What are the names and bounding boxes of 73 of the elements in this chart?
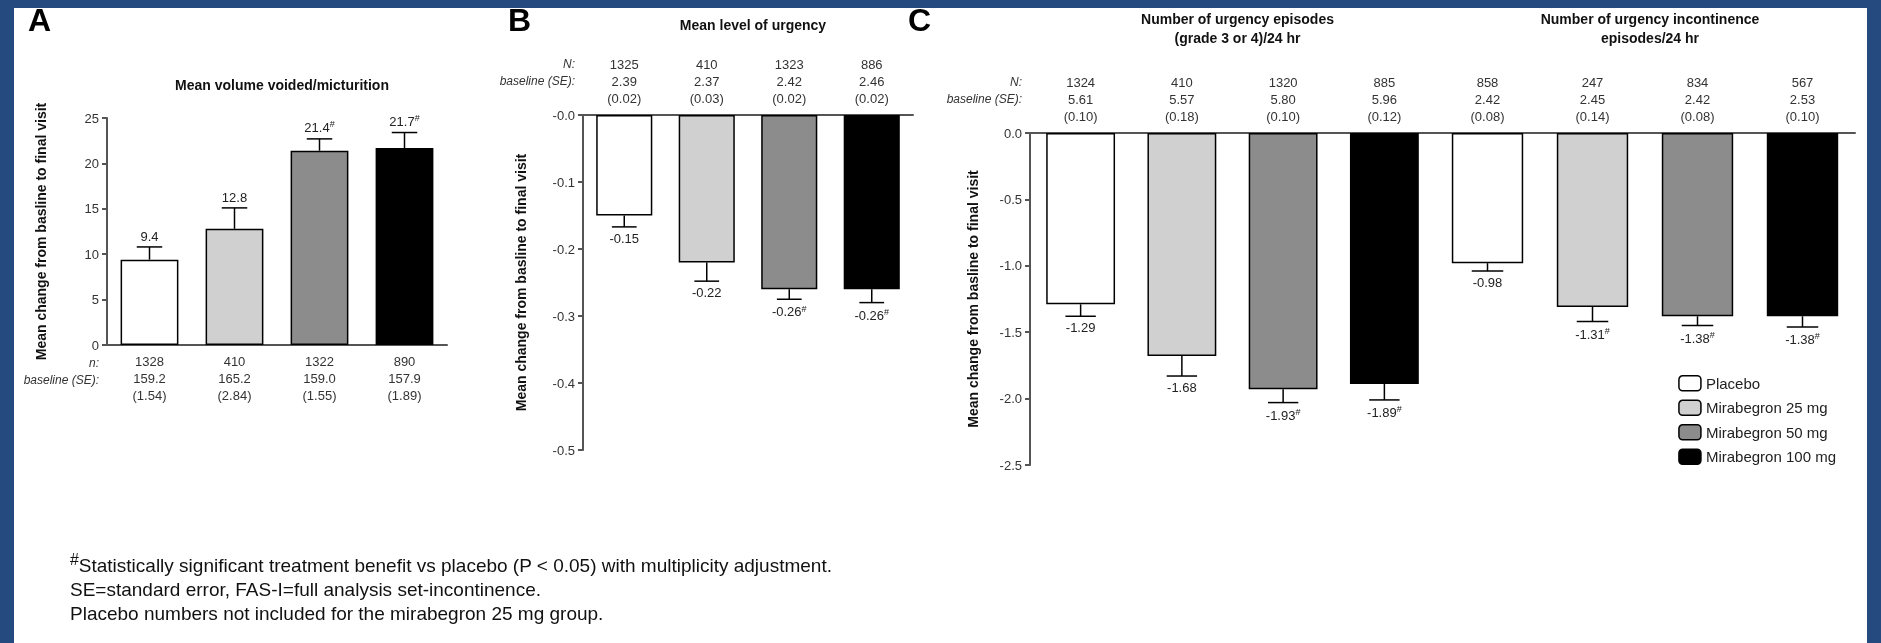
text: N:: [563, 57, 575, 71]
data-label: -0.26#: [771, 303, 807, 320]
data-label: -0.26#: [854, 307, 890, 323]
y-tick-label: 15: [84, 201, 99, 217]
data-label: -0.98: [1472, 275, 1503, 291]
y-tick-label: 5: [91, 292, 99, 308]
legend-label: Mirabegron 50 mg: [1705, 423, 1828, 441]
y-tick-label: -0.0: [552, 107, 575, 123]
y-tick-label: -0.5: [999, 191, 1022, 207]
legend-label: Mirabegron 100 mg: [1705, 448, 1837, 466]
x-tick-label: 858 2.42 (0.08): [1470, 75, 1505, 124]
y-tick-label: -0.5: [552, 442, 575, 458]
y-axis-title: Mean change from basline to final visit: [965, 169, 981, 428]
x-tick-label: 410 5.57 (0.18): [1164, 75, 1199, 124]
text: baseline (SE):: [499, 74, 576, 88]
y-tick-label: -1.5: [999, 324, 1022, 340]
text: Placebo numbers not included for the mirabegron 25 mg group.: [70, 602, 605, 627]
legend-label: Mirabegron 25 mg: [1705, 399, 1828, 417]
data-label: 9.4: [140, 228, 159, 244]
chart-title: Mean volume voided/micturition: [175, 76, 389, 93]
data-label: 21.4#: [304, 119, 335, 135]
x-tick-label: 885 5.96 (0.12): [1367, 75, 1402, 124]
x-tick-label: 567 2.53 (0.10): [1785, 75, 1820, 124]
x-tick-label: 1324 5.61 (0.10): [1063, 75, 1098, 124]
data-label: -1.93#: [1265, 407, 1301, 423]
x-tick-label: 247 2.45 (0.14): [1575, 75, 1610, 124]
y-tick-label: -0.4: [552, 375, 575, 391]
chart-title: Number of urgency incontinence episodes/24 hr: [1540, 10, 1760, 46]
data-label: -1.31#: [1575, 326, 1610, 342]
y-tick-label: -0.3: [552, 308, 575, 324]
y-tick-label: 10: [84, 246, 99, 262]
data-label: 21.7#: [389, 113, 420, 129]
text: C: [908, 2, 932, 38]
data-label: -1.38#: [1785, 331, 1820, 347]
text: baseline (SE):: [946, 92, 1023, 106]
text: baseline (SE):: [23, 373, 100, 387]
text: B: [508, 2, 532, 38]
y-tick-label: -0.1: [552, 174, 575, 190]
data-label: -0.15: [609, 230, 640, 246]
text: SE=standard error, FAS-I=full analysis set-incontinence.: [70, 578, 543, 603]
y-axis-title: Mean change from basline to final visit: [513, 153, 529, 412]
text: n:: [88, 356, 100, 370]
x-tick-label: 1323 2.42 (0.02): [772, 57, 807, 106]
y-tick-label: 25: [84, 110, 99, 126]
data-label: -1.29: [1065, 320, 1096, 336]
x-tick-label: 890 157.9 (1.89): [387, 354, 422, 403]
y-tick-label: -2.5: [999, 457, 1022, 473]
y-tick-label: -2.0: [999, 391, 1022, 407]
data-label: -1.68: [1167, 380, 1197, 396]
x-tick-label: 834 2.42 (0.08): [1680, 75, 1715, 124]
x-tick-label: 1320 5.80 (0.10): [1266, 75, 1301, 124]
data-label: 12.8: [221, 189, 248, 205]
x-tick-label: 410 165.2 (2.84): [217, 354, 252, 403]
legend-label: Placebo: [1705, 374, 1761, 392]
x-tick-label: 1322 159.0 (1.55): [302, 354, 337, 403]
data-label: -1.89#: [1367, 404, 1402, 420]
chart-title: Number of urgency episodes (grade 3 or 4)/24 hr: [1141, 10, 1335, 46]
y-tick-label: 20: [84, 155, 99, 171]
y-tick-label: -0.2: [552, 241, 575, 257]
x-tick-label: 410 2.37 (0.03): [689, 57, 724, 106]
text: $^{#}$Statistically significant treatment benefit vs placebo (P < 0.05) with multiplicity adjustment.: [70, 550, 832, 579]
text: A: [28, 2, 52, 38]
data-label: -0.22: [691, 285, 722, 301]
y-tick-label: 0.0: [1003, 125, 1022, 141]
y-tick-label: 0: [91, 337, 99, 353]
data-label: -1.38#: [1680, 330, 1715, 346]
chart-title: Mean level of urgency: [679, 16, 827, 33]
x-tick-label: 1328 159.2 (1.54): [132, 354, 167, 403]
x-tick-label: 886 2.46 (0.02): [854, 57, 889, 106]
y-axis-title: Mean change from basline to final visit: [33, 102, 49, 361]
y-tick-label: -1.0: [999, 258, 1022, 274]
text: N:: [1010, 75, 1022, 89]
x-tick-label: 1325 2.39 (0.02): [607, 57, 642, 106]
